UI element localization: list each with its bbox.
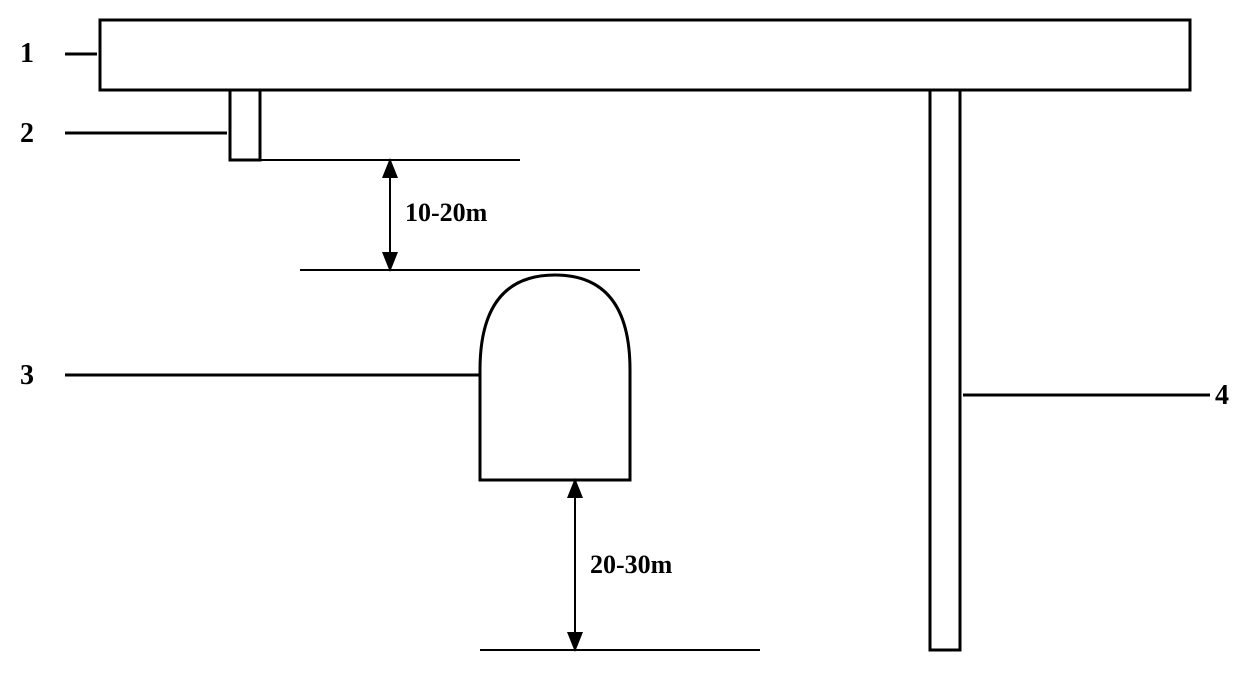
label-4: 4 [1215, 380, 1229, 412]
tunnel-cross-section-diagram: 1 2 3 4 10-20m 20-30m [0, 0, 1239, 675]
label-2: 2 [20, 118, 34, 150]
label-1: 1 [20, 38, 34, 70]
left-drop-element [230, 90, 260, 160]
range-top-label: 10-20m [405, 198, 487, 228]
range-bottom-label: 20-30m [590, 550, 672, 580]
label-3: 3 [20, 360, 34, 392]
right-column [930, 90, 960, 650]
top-beam [100, 20, 1190, 90]
tunnel-arch [480, 275, 630, 480]
